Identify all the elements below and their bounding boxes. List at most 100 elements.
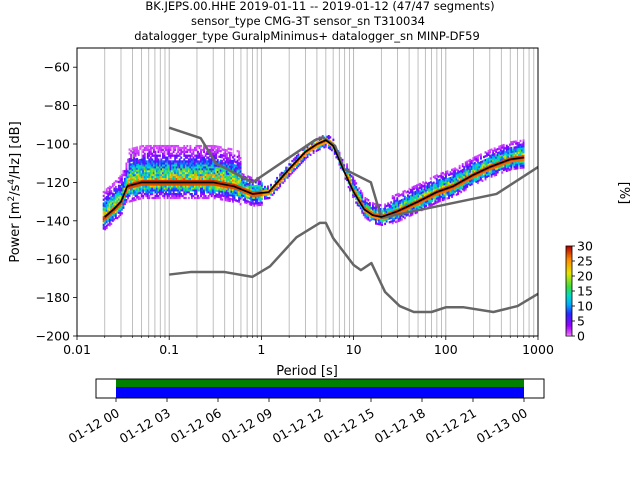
psd-cell	[426, 200, 429, 203]
psd-cell	[186, 154, 189, 157]
psd-cell	[492, 155, 495, 158]
psd-cell	[236, 159, 239, 162]
psd-cell	[183, 185, 186, 188]
psd-cell	[221, 173, 224, 176]
psd-cell	[212, 175, 215, 178]
psd-cell	[210, 175, 213, 178]
psd-cell	[207, 196, 210, 200]
psd-cell	[210, 185, 213, 188]
psd-cell	[417, 193, 420, 196]
psd-cell	[233, 189, 236, 192]
psd-cell	[163, 185, 166, 188]
psd-cell	[122, 202, 125, 206]
psd-cell	[455, 181, 458, 185]
psd-cell	[200, 169, 202, 173]
psd-cell	[397, 192, 400, 196]
psd-cell	[371, 211, 374, 215]
psd-cell	[152, 179, 155, 182]
psd-cell	[180, 194, 183, 198]
psd-cell	[131, 172, 134, 175]
psd-cell	[212, 187, 215, 190]
psd-cell	[476, 170, 479, 173]
psd-cell	[149, 166, 152, 169]
psd-cell	[356, 188, 359, 191]
psd-cell	[219, 186, 222, 189]
psd-cell	[443, 181, 446, 184]
psd-cell	[128, 186, 131, 190]
psd-cell	[125, 164, 128, 167]
psd-cell	[139, 172, 142, 175]
psd-cell	[169, 173, 172, 177]
psd-cell	[476, 160, 479, 163]
title-line-1: BK.JEPS.00.HHE 2019-01-11 -- 2019-01-12 …	[145, 0, 494, 13]
psd-cell	[162, 148, 164, 152]
psd-cell	[193, 166, 196, 169]
psd-cell	[119, 177, 122, 180]
psd-cell	[134, 173, 137, 176]
psd-cell	[475, 169, 478, 172]
psd-cell	[507, 163, 510, 166]
psd-cell	[437, 179, 440, 182]
psd-cell	[461, 188, 464, 191]
psd-cell	[137, 149, 140, 153]
psd-cell	[201, 160, 204, 163]
psd-cell	[146, 179, 149, 182]
psd-cell	[382, 207, 385, 211]
psd-cell	[254, 200, 257, 203]
psd-cell	[416, 199, 419, 202]
psd-cell	[394, 201, 397, 204]
psd-cell	[178, 146, 181, 150]
psd-cell	[371, 204, 374, 207]
coverage-bar-green	[116, 379, 524, 387]
psd-cell	[168, 183, 171, 186]
psd-cell	[174, 187, 177, 190]
psd-cell	[157, 146, 160, 150]
psd-cell	[242, 181, 245, 184]
psd-cell	[232, 183, 234, 186]
psd-cell	[257, 198, 260, 201]
colorbar-tick-label: 5	[577, 314, 585, 329]
psd-cell	[145, 160, 148, 163]
psd-cell	[476, 168, 479, 171]
psd-cell	[140, 162, 143, 165]
psd-cell	[324, 143, 327, 146]
psd-cell	[162, 154, 164, 157]
psd-cell	[238, 164, 241, 167]
psd-cell	[183, 168, 186, 171]
psd-cell	[279, 181, 282, 184]
psd-cell	[438, 194, 441, 197]
psd-cell	[256, 196, 259, 199]
psd-cell	[210, 152, 213, 155]
psd-cell	[200, 154, 202, 157]
psd-cell	[460, 185, 463, 188]
psd-cell	[180, 152, 183, 155]
psd-cell	[102, 217, 105, 221]
psd-cell	[209, 158, 212, 161]
psd-cell	[210, 183, 213, 186]
psd-cell	[151, 191, 154, 194]
psd-cell	[169, 183, 172, 186]
psd-cell	[155, 175, 158, 178]
psd-cell	[107, 206, 110, 209]
psd-cell	[162, 191, 164, 194]
psd-cell	[347, 182, 350, 185]
colorbar-segment	[566, 273, 572, 275]
psd-cell	[225, 191, 228, 194]
psd-cell	[197, 196, 199, 200]
psd-cell	[183, 148, 186, 152]
psd-cell	[419, 205, 422, 209]
psd-cell	[124, 172, 126, 175]
psd-cell	[136, 190, 139, 193]
psd-cell	[291, 171, 294, 174]
psd-cell	[114, 210, 117, 214]
psd-cell	[222, 181, 225, 184]
psd-cell	[274, 180, 277, 183]
psd-cell	[479, 166, 482, 170]
psd-cell	[125, 168, 128, 171]
psd-cell	[277, 182, 280, 186]
psd-cell	[375, 216, 377, 219]
psd-cell	[157, 154, 160, 157]
psd-cell	[183, 173, 186, 177]
psd-cell	[102, 198, 105, 201]
psd-cell	[443, 196, 446, 199]
